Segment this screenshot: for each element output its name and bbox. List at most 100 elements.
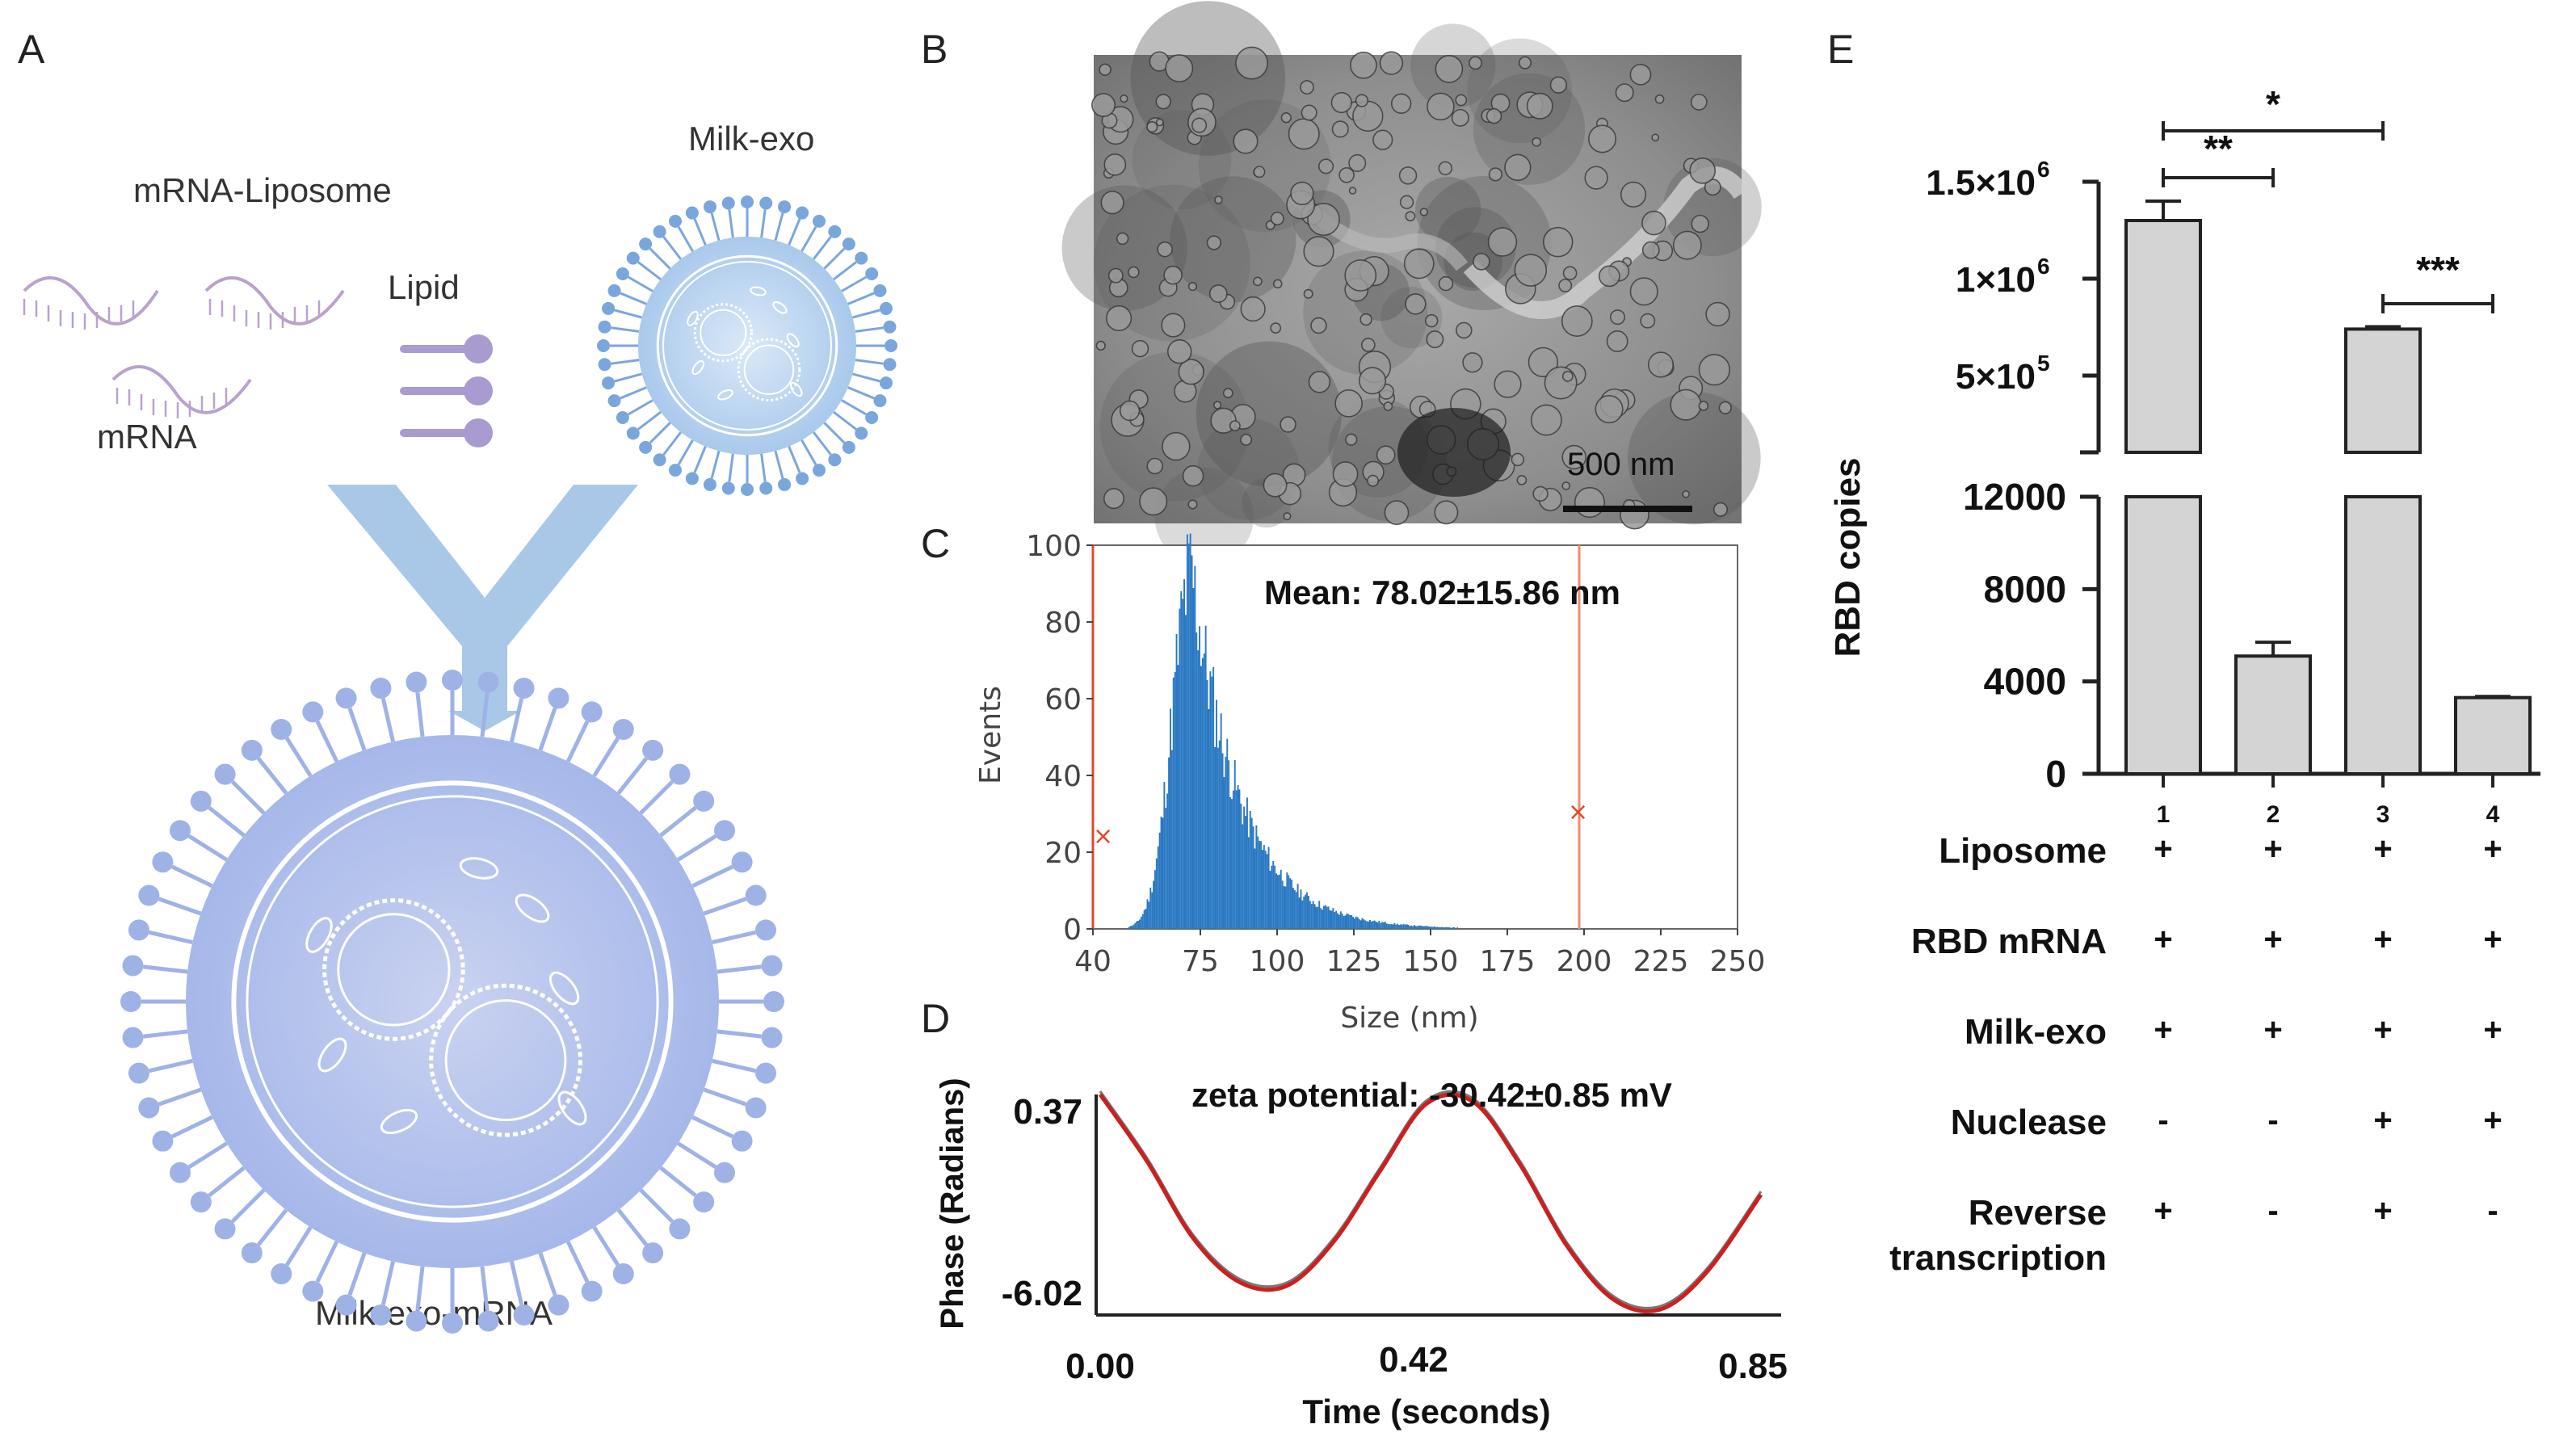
histogram-y-tick: 100: [1026, 530, 1082, 563]
histogram-bar: [1174, 671, 1176, 929]
histogram-y-tick: 0: [1063, 914, 1082, 947]
histogram-bar: [1296, 884, 1299, 929]
histogram-y-tick: 80: [1044, 607, 1082, 640]
histogram-bar: [1443, 927, 1445, 929]
histogram-bar: [1157, 846, 1159, 929]
lipid-label: Lipid: [388, 268, 460, 306]
histogram-bar: [1426, 926, 1428, 929]
panel-d-label: D: [921, 996, 950, 1041]
histogram-x-tick: 175: [1480, 945, 1536, 978]
histogram-bar: [1409, 926, 1411, 929]
histogram-bar: [1252, 826, 1254, 929]
histogram-bar: [1203, 653, 1205, 929]
histogram-bar: [1254, 848, 1256, 929]
histogram-bar: [1286, 872, 1288, 929]
histogram-bar: [1283, 886, 1285, 929]
histogram-bar: [1356, 917, 1359, 929]
histogram-bar: [1280, 869, 1282, 929]
histogram-bar: [1414, 925, 1415, 929]
histogram-bar: [1264, 851, 1267, 929]
histogram-bar: [1404, 924, 1406, 929]
histogram-x-tick: 100: [1250, 945, 1305, 978]
zeta-ytick-bottom: -6.02: [1002, 1274, 1082, 1313]
scale-bar-label: 500 nm: [1567, 447, 1675, 482]
histogram-bar: [1209, 671, 1212, 929]
histogram-x-tick: 75: [1182, 945, 1219, 978]
panel-c-label: C: [921, 521, 950, 566]
histogram-bar: [1452, 927, 1454, 929]
histogram-bar: [1354, 918, 1355, 929]
rbd-bar: [2344, 495, 2422, 775]
histogram-bar: [1155, 858, 1158, 929]
zeta-xtick-mid: 0.42: [1379, 1340, 1448, 1380]
panel-b: B 500 nm: [921, 1, 1762, 566]
histogram-bar: [1226, 738, 1229, 929]
histogram-bar: [1335, 910, 1338, 929]
rbd-y-tick-exp: 6: [2037, 157, 2050, 182]
mean-annotation: Mean: 78.02±15.86 nm: [1264, 573, 1620, 611]
condition-value: -: [2487, 1193, 2498, 1229]
histogram-bar: [1329, 910, 1331, 929]
histogram-bar: [1359, 920, 1362, 929]
histogram-bar: [1364, 920, 1367, 929]
histogram-bar: [1160, 816, 1162, 929]
histogram-bar: [1240, 803, 1242, 929]
histogram-bar: [1153, 880, 1154, 929]
group-number: 1: [2157, 801, 2170, 828]
condition-label: RBD mRNA: [1911, 922, 2107, 961]
histogram-bar: [1291, 880, 1292, 929]
zeta-phase-line: [1098, 1092, 1763, 1313]
histogram-bar: [1429, 926, 1431, 929]
panel-e-label: E: [1827, 27, 1854, 72]
histogram-x-ticks: 40 75 100 125 150 175 200 225 250: [1074, 929, 1765, 978]
histogram-x-tick: 200: [1557, 945, 1612, 978]
condition-value: +: [2483, 1012, 2502, 1048]
lipid-icon: [400, 334, 493, 447]
condition-label-line2: transcription: [1889, 1238, 2107, 1278]
histogram-bar: [1309, 901, 1311, 929]
condition-label: Liposome: [1939, 831, 2107, 871]
histogram-bar: [1369, 919, 1371, 929]
histogram-bar: [1189, 533, 1191, 929]
histogram-bar: [1191, 555, 1193, 929]
histogram-bar: [1303, 897, 1305, 929]
histogram-bar: [1263, 845, 1265, 929]
histogram-bar: [1390, 924, 1393, 929]
condition-value: +: [2154, 1193, 2172, 1229]
significance-label: **: [2204, 128, 2233, 170]
histogram-bar: [1133, 924, 1135, 929]
condition-value: +: [2483, 1103, 2502, 1138]
mrna-liposome-label: mRNA-Liposome: [133, 171, 392, 209]
histogram-bar: [1180, 590, 1183, 929]
histogram-bar: [1453, 927, 1456, 929]
zeta-x-label: Time (seconds): [1302, 1393, 1550, 1430]
histogram-bar: [1257, 836, 1259, 929]
histogram-bar: [1229, 796, 1231, 929]
histogram-bar: [1315, 906, 1317, 929]
zeta-xtick-start: 0.00: [1065, 1346, 1135, 1386]
panel-c: C × × 0 20 40 60 80 100 40 75 100 125 150 175 200 22…: [921, 521, 1765, 1035]
histogram-bar: [1397, 923, 1399, 929]
histogram-bar: [1402, 924, 1405, 929]
histogram-bar: [1361, 918, 1364, 929]
histogram-bar: [1358, 918, 1360, 929]
histogram-bar: [1456, 927, 1459, 929]
histogram-bar: [1162, 817, 1164, 929]
condition-value: +: [2373, 1103, 2392, 1138]
histogram-bar: [1250, 817, 1253, 929]
histogram-bar: [1196, 632, 1198, 929]
histogram-bar: [1341, 914, 1343, 929]
histogram-bar: [1211, 676, 1213, 929]
histogram-bar: [1259, 841, 1261, 929]
histogram-bar: [1137, 920, 1139, 929]
histogram-bar: [1292, 888, 1294, 929]
histogram-bar: [1318, 901, 1321, 929]
zeta-xtick-end: 0.85: [1718, 1346, 1788, 1386]
condition-value: +: [2263, 1012, 2282, 1048]
rbd-bar: [2124, 495, 2202, 775]
histogram-bar: [1237, 784, 1239, 929]
histogram-bar: [1149, 887, 1152, 929]
histogram-bar: [1392, 924, 1394, 929]
histogram-bar: [1245, 816, 1246, 929]
rbd-bar: [2454, 695, 2532, 775]
